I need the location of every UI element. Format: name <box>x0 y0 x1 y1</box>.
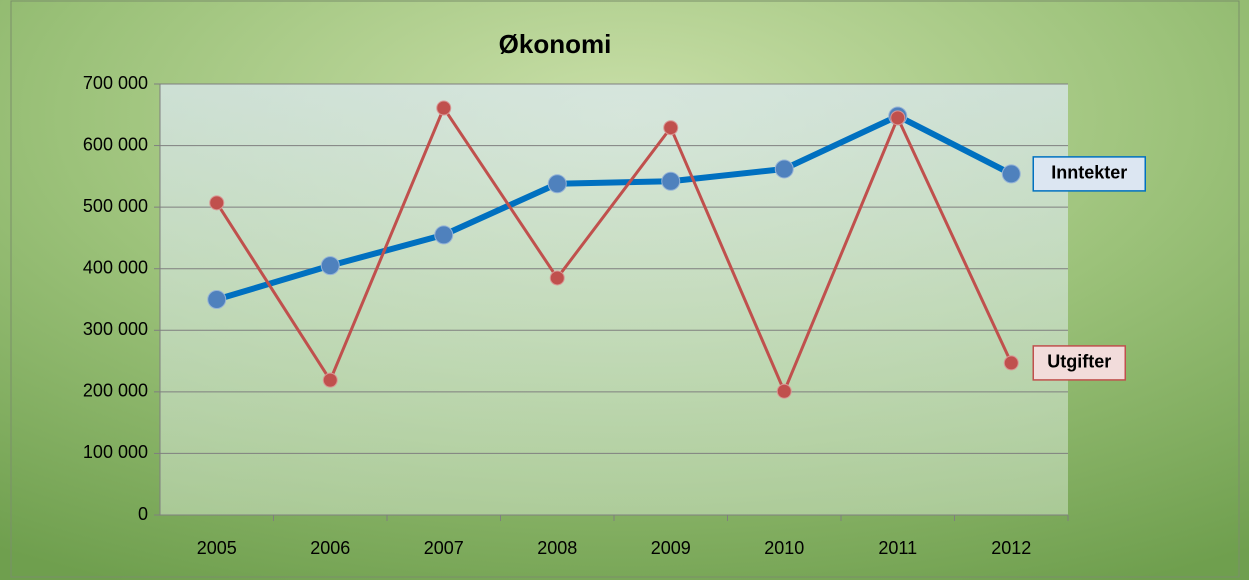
data-point <box>550 271 564 285</box>
data-point <box>775 160 793 178</box>
series-label: Inntekter <box>1051 163 1127 183</box>
data-point <box>1002 165 1020 183</box>
chart: Økonomi 0 100 000 200 000 300 000 400 000 500… <box>0 0 1249 580</box>
data-point <box>321 257 339 275</box>
plot-area <box>160 84 1068 515</box>
x-tick-label: 2010 <box>764 538 804 558</box>
x-tick-label: 2009 <box>651 538 691 558</box>
page: Økonomi 0 100 000 200 000 300 000 400 000 500… <box>0 0 1249 580</box>
x-tick-label: 2005 <box>197 538 237 558</box>
y-tick-label: 300 000 <box>83 319 148 339</box>
data-point <box>210 196 224 210</box>
data-point <box>777 384 791 398</box>
data-point <box>891 111 905 125</box>
series-label: Utgifter <box>1047 352 1111 372</box>
x-tick-label: 2012 <box>991 538 1031 558</box>
x-tick-label: 2011 <box>878 538 917 558</box>
y-tick-label: 600 000 <box>83 134 148 154</box>
y-tick-label: 500 000 <box>83 196 148 216</box>
data-point <box>323 373 337 387</box>
x-tick-label: 2007 <box>424 538 464 558</box>
data-point <box>1004 356 1018 370</box>
data-point <box>437 101 451 115</box>
y-tick-label: 100 000 <box>83 442 148 462</box>
y-tick-label: 700 000 <box>83 73 148 93</box>
data-point <box>435 226 453 244</box>
y-tick-label: 0 <box>138 504 148 524</box>
y-tick-label: 200 000 <box>83 381 148 401</box>
x-tick-label: 2006 <box>310 538 350 558</box>
chart-title: Økonomi <box>499 29 612 59</box>
data-point <box>662 172 680 190</box>
y-tick-label: 400 000 <box>83 257 148 277</box>
data-point <box>208 291 226 309</box>
data-point <box>664 121 678 135</box>
x-tick-label: 2008 <box>537 538 577 558</box>
data-point <box>548 175 566 193</box>
